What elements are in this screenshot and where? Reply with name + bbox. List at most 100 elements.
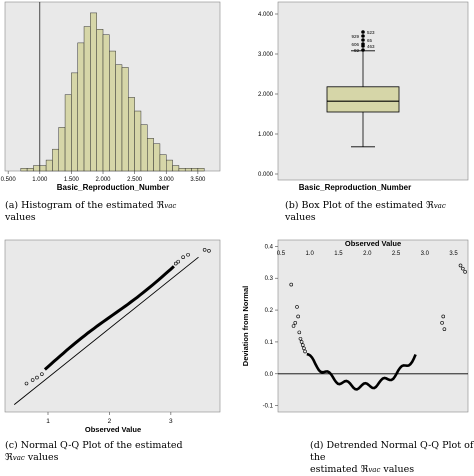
normal-qq-point — [202, 248, 207, 252]
boxplot-y-tick-label: 2.000 — [258, 92, 274, 98]
detrended-qq-y-tick-label: 0.1 — [265, 340, 274, 346]
detrended-qq-x-tick-label: 1.0 — [305, 251, 314, 257]
histogram-bar — [58, 127, 66, 172]
normal-qq-point — [173, 261, 178, 266]
histogram-bar — [90, 12, 97, 172]
detrended-qq-x-tick-label: 2.0 — [363, 251, 372, 257]
histogram-x-tick-label: 2.500 — [127, 177, 143, 183]
histogram-bar — [134, 110, 142, 172]
histogram-bar — [121, 67, 129, 172]
detrended-qq-point — [291, 324, 296, 328]
histogram-x-axis-label: Basic_Reproduction_Number — [57, 183, 169, 192]
histogram-x-tick-label: 1.000 — [32, 177, 48, 183]
histogram-chart: 0.500 1.000 1.500 2.000 2.500 3.000 3.500 Basi… — [1, 1, 221, 192]
histogram-bar — [33, 165, 41, 172]
normal-qq-point — [207, 249, 211, 253]
normal-qq-x-tick-label: 1 — [46, 418, 50, 425]
detrended-qq-point — [298, 336, 303, 341]
histogram-bar — [83, 26, 91, 172]
detrended-qq-point — [300, 343, 305, 347]
normal-qq-x-tick-label: 3 — [169, 418, 173, 425]
detrended-qq-point — [303, 349, 307, 354]
boxplot-outlier-point — [361, 38, 365, 42]
boxplot-outlier-point — [361, 48, 365, 52]
detrended-qq-point — [442, 327, 447, 331]
detrended-qq-caption: (d) Detrended Normal Q-Q Plot of the esti… — [310, 440, 474, 475]
histogram-panel: 0.500 1.000 1.500 2.000 2.500 3.000 3.500 Basi… — [0, 0, 232, 232]
boxplot-y-tick-label: 0.000 — [258, 172, 274, 178]
histogram-bar — [64, 94, 72, 172]
detrended-qq-y-tick-label: 0.0 — [265, 372, 274, 378]
detrended-qq-y-axis-label: Deviation from Normal — [241, 286, 250, 366]
histogram-bar — [178, 168, 186, 172]
histogram-bar — [39, 165, 47, 172]
detrended-qq-y-tick-label: 0.2 — [265, 308, 274, 314]
normal-qq-point — [40, 372, 44, 376]
normal-qq-caption: (c) Normal Q-Q Plot of the estimated ℜvac… — [5, 440, 183, 463]
histogram-bar — [77, 42, 85, 172]
normal-qq-reference-line — [13, 256, 199, 405]
histogram-bar — [172, 165, 180, 172]
detrended-qq-point — [458, 263, 463, 268]
detrended-qq-plot-area — [277, 239, 469, 413]
histogram-bar — [140, 124, 148, 172]
histogram-bar — [96, 29, 104, 172]
detrended-qq-point — [441, 314, 446, 319]
histogram-bar — [166, 159, 173, 172]
normal-qq-point — [24, 381, 29, 386]
detrended-qq-point — [302, 346, 306, 351]
histogram-x-tick-label: 1.500 — [64, 177, 80, 183]
detrended-qq-chart: 0.5 1.0 1.5 2.0 2.5 3.0 3.5 -0.1 0.0 0.1 0.2 0.3 0.… — [241, 239, 469, 413]
detrended-qq-point — [299, 340, 304, 344]
detrended-qq-dense-points — [306, 352, 417, 391]
histogram-bar — [26, 168, 34, 172]
boxplot-outlier-label: 92 — [354, 48, 360, 53]
detrended-qq-y-tick-label: 0.3 — [265, 276, 274, 282]
boxplot-outlier-label: 523 — [367, 30, 375, 35]
normal-qq-point — [30, 378, 35, 382]
detrended-qq-point — [297, 330, 302, 335]
histogram-bar — [102, 34, 110, 172]
detrended-qq-x-tick-label: 2.5 — [392, 251, 401, 257]
boxplot-y-tick-label: 3.000 — [258, 52, 274, 58]
normal-qq-x-tick-label: 2 — [108, 418, 112, 425]
histogram-bar — [20, 168, 28, 172]
histogram-bar — [128, 97, 135, 172]
boxplot-outlier-label: 463 — [367, 44, 375, 49]
histogram-bar — [109, 50, 116, 172]
boxplot-panel: 0.000 1.000 2.000 3.000 4.000 523 929 65 606 463… — [240, 0, 474, 232]
histogram-bar — [115, 64, 123, 172]
boxplot-outlier-point — [361, 34, 365, 38]
histogram-x-tick-label: 3.000 — [159, 177, 175, 183]
normal-qq-point — [35, 375, 39, 380]
boxplot-outlier-label: 65 — [367, 38, 373, 43]
histogram-bar — [52, 148, 60, 172]
detrended-qq-point — [296, 314, 300, 319]
histogram-bar — [184, 168, 192, 172]
boxplot-y-tick-label: 1.000 — [258, 132, 274, 138]
histogram-bar — [147, 138, 154, 172]
boxplot-outlier-label: 929 — [351, 34, 359, 39]
histogram-x-tick-label: 0.500 — [1, 177, 17, 183]
boxplot-y-tick-label: 4.000 — [258, 12, 274, 18]
detrended-qq-point — [289, 282, 294, 287]
normal-qq-point — [181, 255, 185, 260]
detrended-qq-x-axis-label: Observed Value — [345, 239, 401, 248]
histogram-bar — [159, 154, 167, 172]
normal-qq-dense-points — [43, 265, 175, 371]
histogram-caption: (a) Histogram of the estimated ℜvac value… — [5, 200, 177, 223]
detrended-qq-x-tick-label: 3.0 — [421, 251, 430, 257]
histogram-bar — [191, 168, 199, 172]
detrended-qq-point — [295, 305, 299, 309]
detrended-qq-point — [293, 321, 298, 325]
boxplot-x-axis-label: Basic_Reproduction_Number — [299, 183, 411, 192]
detrended-qq-x-tick-label: 0.5 — [277, 251, 286, 257]
normal-qq-panel: 1 2 3 Observed Value (c) Normal Q-Q Plot o… — [0, 238, 232, 474]
detrended-qq-y-tick-label: -0.1 — [263, 404, 274, 410]
boxplot-chart: 0.000 1.000 2.000 3.000 4.000 523 929 65 606 463… — [258, 1, 469, 192]
histogram-x-tick-label: 2.000 — [96, 177, 112, 183]
boxplot-caption: (b) Box Plot of the estimated ℜvac values — [285, 200, 446, 223]
histogram-bar — [197, 168, 205, 172]
detrended-qq-x-tick-label: 1.5 — [334, 251, 343, 257]
detrended-qq-point — [440, 321, 444, 325]
